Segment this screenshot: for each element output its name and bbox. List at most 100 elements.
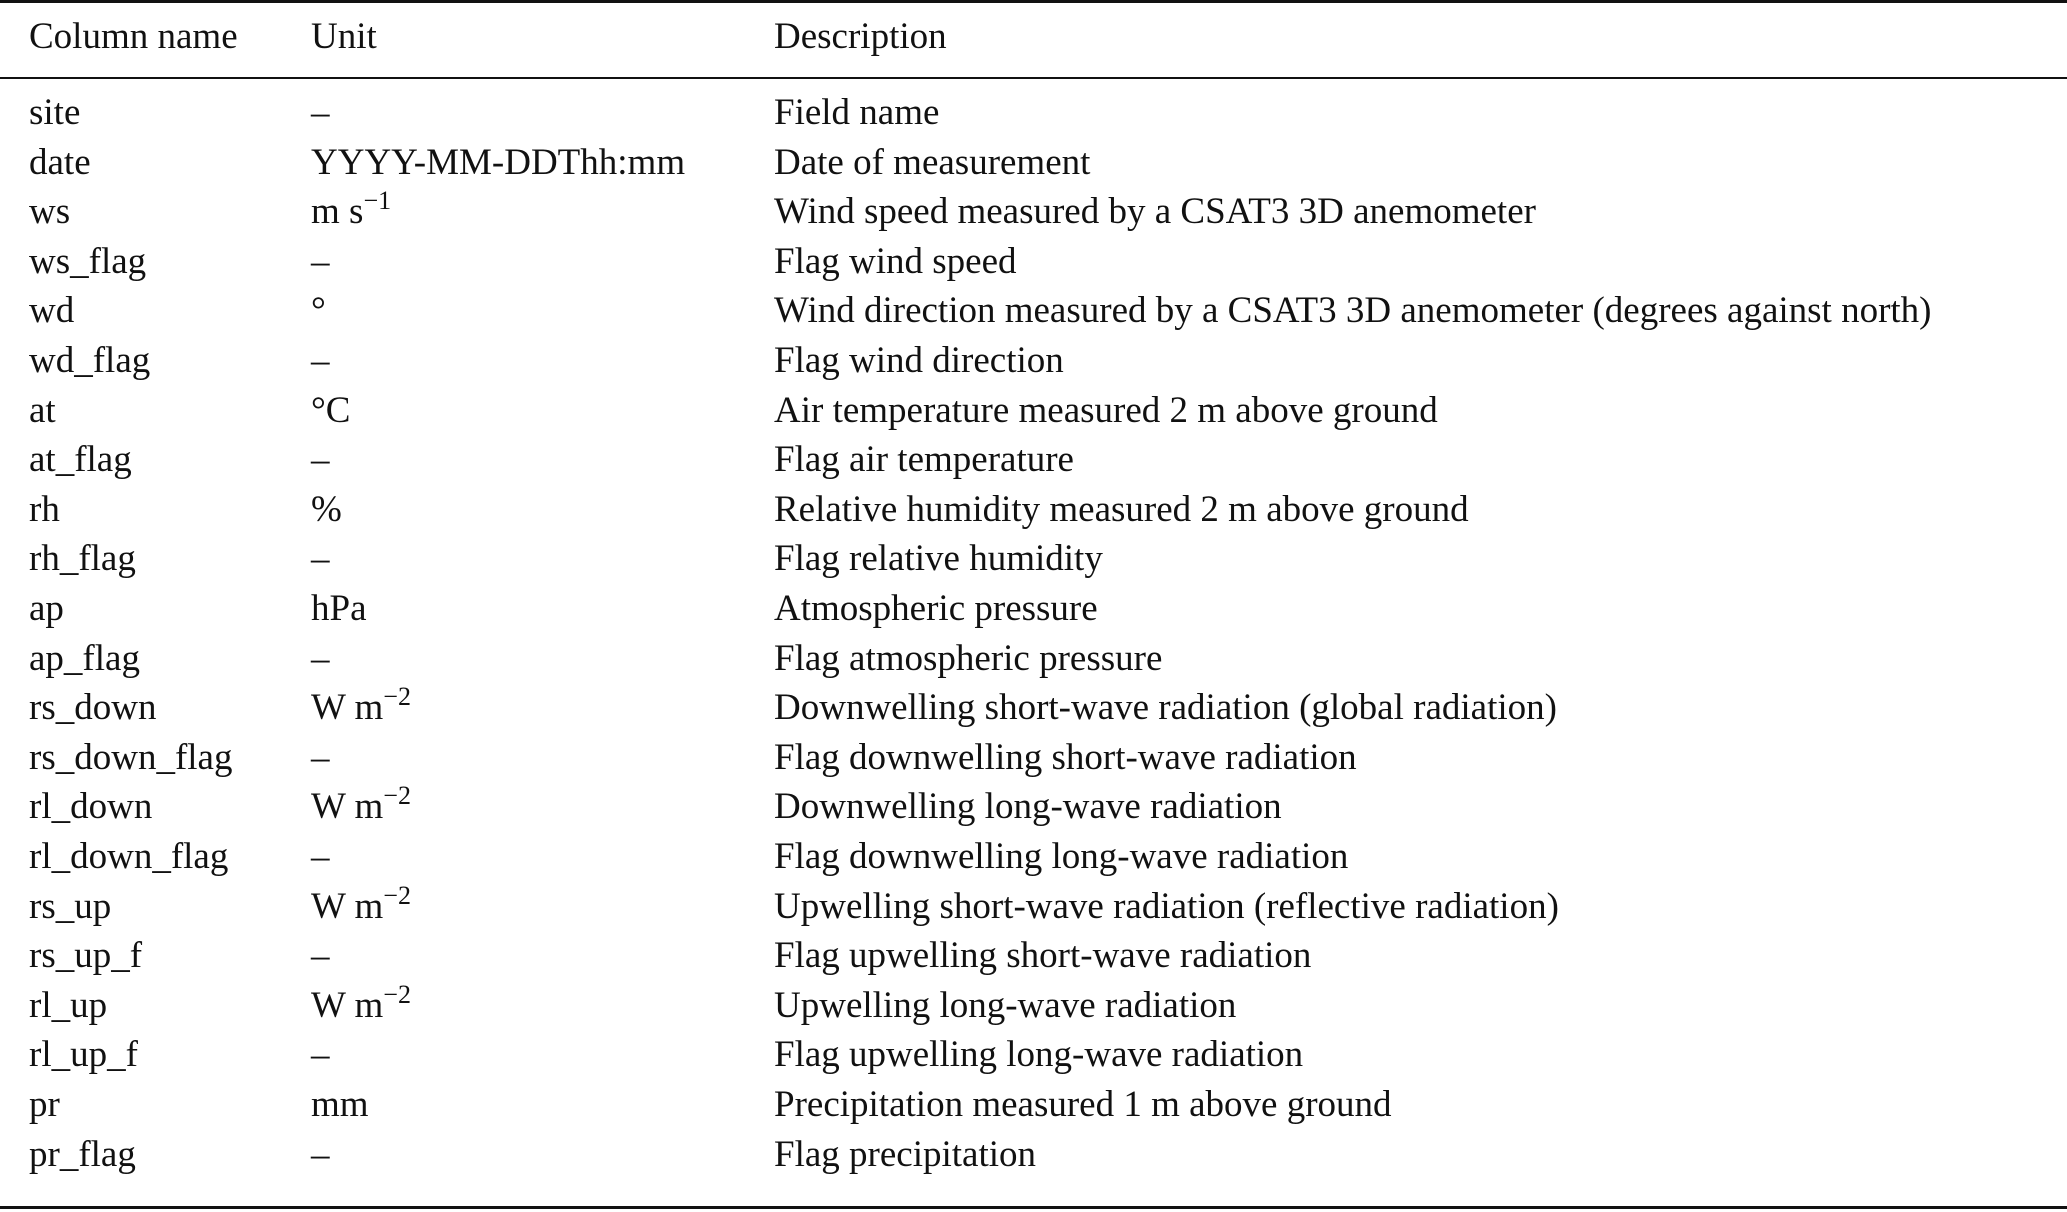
- unit-text: W m: [311, 984, 384, 1026]
- unit-text: –: [311, 637, 330, 679]
- description-cell: Downwelling short-wave radiation (global…: [774, 687, 1557, 729]
- column-name-cell: rl_down: [29, 786, 153, 828]
- unit-text: –: [311, 1133, 330, 1175]
- table-row: rh% Relative humidity measured 2 m above …: [0, 485, 2067, 534]
- column-name-cell: rl_down_flag: [29, 836, 229, 877]
- description-cell: Upwelling long-wave radiation: [774, 984, 1237, 1026]
- unit-text: hPa: [311, 588, 367, 629]
- description-cell: Flag atmospheric pressure: [774, 637, 1163, 679]
- unit-cell: –: [311, 1030, 330, 1079]
- table-row: pr_flag – Flag precipitation: [0, 1130, 2067, 1179]
- column-name-cell: date: [29, 141, 91, 183]
- unit-text: –: [311, 439, 330, 481]
- unit-exponent: −1: [363, 186, 392, 216]
- unit-text: –: [311, 340, 330, 381]
- table-row: rs_down_flag – Flag downwelling short-wave…: [0, 733, 2067, 782]
- unit-cell: –: [311, 237, 330, 286]
- column-name-cell: rh_flag: [29, 538, 136, 580]
- table-row: ap hPa Atmospheric pressure: [0, 584, 2067, 633]
- table-row: rl_up_f – Flag upwelling long-wave radiati…: [0, 1030, 2067, 1079]
- unit-text: °: [311, 290, 326, 332]
- column-name-cell: wd_flag: [29, 340, 151, 381]
- column-name-cell: pr: [29, 1084, 60, 1125]
- table-row: rl_down W m−2 Downwelling long-wave radiat…: [0, 782, 2067, 831]
- unit-text: W m: [311, 687, 384, 729]
- table-row: rl_up W m−2 Upwelling long-wave radiation: [0, 981, 2067, 1030]
- unit-text: –: [311, 736, 330, 778]
- unit-cell: –: [311, 534, 330, 583]
- unit-text: –: [311, 935, 330, 977]
- column-name-cell: rs_down_flag: [29, 736, 233, 778]
- unit-cell: hPa: [311, 584, 367, 633]
- unit-cell: –: [311, 1130, 330, 1179]
- unit-text: –: [311, 538, 330, 580]
- description-cell: Flag upwelling short-wave radiation: [774, 935, 1312, 977]
- unit-cell: YYYY-MM-DDThh:mm: [311, 138, 685, 187]
- table-row: ws m s−1 Wind speed measured by a CSAT3 3D…: [0, 187, 2067, 236]
- bottom-rule: [0, 1206, 2067, 1209]
- unit-cell: m s−1: [311, 187, 391, 236]
- description-cell: Air temperature measured 2 m above groun…: [774, 389, 1438, 431]
- description-cell: Flag wind speed: [774, 240, 1017, 282]
- unit-text: %: [311, 488, 342, 530]
- unit-cell: W m−2: [311, 882, 411, 931]
- table-row: site – Field name: [0, 88, 2067, 137]
- unit-cell: –: [311, 733, 330, 782]
- unit-cell: –: [311, 931, 330, 980]
- description-cell: Flag air temperature: [774, 439, 1074, 481]
- table-row: ap_flag – Flag atmospheric pressure: [0, 634, 2067, 683]
- header-description: Description: [774, 16, 947, 57]
- description-cell: Flag wind direction: [774, 340, 1064, 381]
- table-row: rs_down W m−2 Downwelling short-wave radia…: [0, 683, 2067, 732]
- description-cell: Flag relative humidity: [774, 538, 1103, 580]
- unit-cell: W m−2: [311, 782, 411, 831]
- column-name-cell: rs_down: [29, 687, 157, 729]
- column-name-cell: ap_flag: [29, 637, 140, 679]
- unit-cell: W m−2: [311, 981, 411, 1030]
- column-name-cell: rs_up: [29, 885, 112, 927]
- description-cell: Atmospheric pressure: [774, 588, 1098, 629]
- column-name-cell: rs_up_f: [29, 935, 143, 977]
- table-row: at_flag – Flag air temperature: [0, 435, 2067, 484]
- description-cell: Relative humidity measured 2 m above gro…: [774, 488, 1469, 530]
- unit-cell: %: [311, 485, 342, 534]
- unit-exponent: −2: [383, 979, 411, 1009]
- unit-text: mm: [311, 1084, 369, 1125]
- unit-text: °C: [311, 389, 351, 431]
- unit-text: –: [311, 1034, 330, 1076]
- description-cell: Date of measurement: [774, 141, 1091, 183]
- column-name-cell: rl_up_f: [29, 1034, 138, 1076]
- unit-exponent: −2: [383, 880, 411, 910]
- table-row: date YYYY-MM-DDThh:mm Date of measurement: [0, 138, 2067, 187]
- top-rule: [0, 0, 2067, 3]
- table-row: rs_up W m−2 Upwelling short-wave radiation…: [0, 882, 2067, 931]
- unit-cell: mm: [311, 1080, 369, 1129]
- column-name-cell: rl_up: [29, 984, 108, 1026]
- description-cell: Flag precipitation: [774, 1133, 1037, 1175]
- column-name-cell: rh: [29, 488, 60, 530]
- unit-exponent: −2: [383, 682, 411, 712]
- unit-text: –: [311, 836, 330, 877]
- table-row: at °C Air temperature measured 2 m above g…: [0, 386, 2067, 435]
- unit-cell: –: [311, 634, 330, 683]
- unit-text: –: [311, 92, 330, 133]
- column-name-cell: pr_flag: [29, 1133, 136, 1175]
- description-cell: Downwelling long-wave radiation: [774, 786, 1282, 828]
- unit-cell: °C: [311, 386, 350, 435]
- description-cell: Wind speed measured by a CSAT3 3D anemom…: [774, 191, 1536, 233]
- header-column-name: Column name: [29, 16, 238, 57]
- description-cell: Flag downwelling long-wave radiation: [774, 836, 1349, 877]
- description-cell: Wind direction measured by a CSAT3 3D an…: [774, 290, 1932, 332]
- unit-cell: –: [311, 336, 330, 385]
- unit-cell: W m−2: [311, 683, 411, 732]
- unit-cell: –: [311, 435, 330, 484]
- column-name-cell: ws_flag: [29, 240, 147, 282]
- column-name-cell: site: [29, 92, 81, 133]
- table-row: ws_flag – Flag wind speed: [0, 237, 2067, 286]
- table-row: wd_flag – Flag wind direction: [0, 336, 2067, 385]
- column-name-cell: at_flag: [29, 439, 132, 481]
- table-row: rl_down_flag – Flag downwelling long-wave …: [0, 832, 2067, 881]
- table-row: wd ° Wind direction measured by a CSAT3 3D…: [0, 286, 2067, 335]
- unit-text: m s: [311, 191, 364, 233]
- unit-cell: °: [311, 286, 326, 335]
